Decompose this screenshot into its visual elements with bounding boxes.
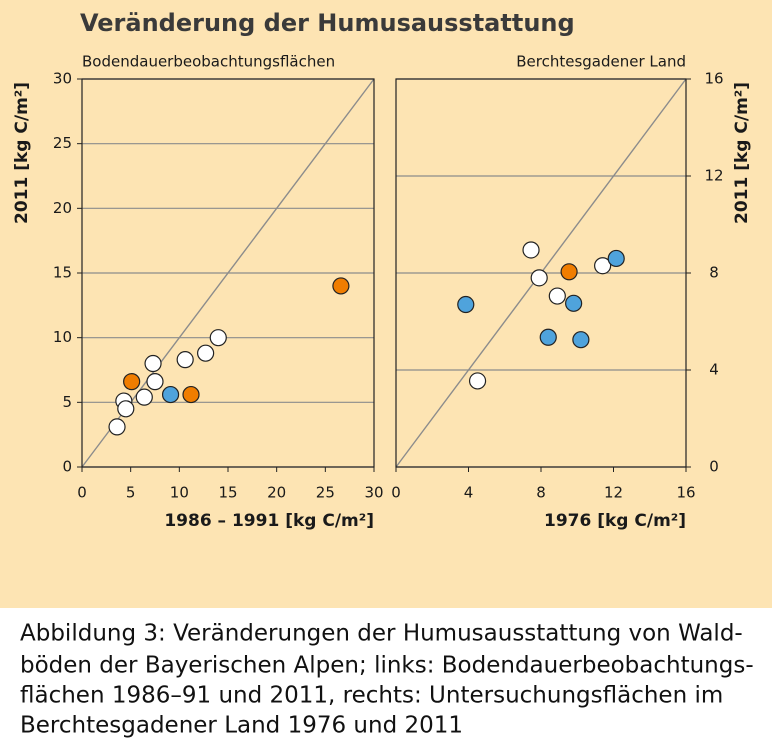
figure-title: Veränderung der Humusausstattung	[80, 9, 575, 37]
x-tick-label: 0	[77, 484, 87, 502]
x-tick-label: 5	[126, 484, 136, 502]
y-axis-label: 2011 [kg C/m²]	[732, 82, 752, 224]
x-tick-label: 25	[316, 484, 335, 502]
y-tick-label: 0	[62, 458, 72, 476]
x-tick-label: 30	[364, 484, 383, 502]
data-point	[209, 329, 227, 347]
y-tick-label: 12	[704, 167, 723, 185]
y-tick-label: 30	[53, 70, 72, 88]
y-tick-label: 25	[53, 134, 72, 152]
caption-line: Abbildung 3: Veränderungen der Humusauss…	[20, 621, 743, 647]
data-point	[123, 373, 141, 391]
data-point	[572, 331, 590, 349]
caption-line: böden der Bayerischen Alpen; links: Bode…	[20, 653, 754, 679]
x-axis-label: 1976 [kg C/m²]	[544, 511, 686, 531]
x-tick-label: 12	[604, 484, 623, 502]
data-point	[560, 263, 578, 281]
data-point	[548, 287, 566, 305]
data-point	[468, 372, 487, 390]
data-point	[108, 418, 126, 436]
x-tick-label: 20	[267, 484, 286, 502]
y-tick-label: 0	[709, 458, 719, 476]
y-tick-label: 5	[62, 393, 72, 411]
y-tick-label: 10	[53, 328, 72, 346]
y-axis-label: 2011 [kg C/m²]	[12, 82, 32, 224]
data-point	[457, 295, 475, 314]
y-tick-label: 4	[709, 361, 719, 379]
data-point	[565, 294, 583, 312]
x-axis-label: 1986 – 1991 [kg C/m²]	[164, 511, 374, 531]
data-point	[594, 257, 612, 275]
data-point	[539, 328, 557, 346]
x-tick-label: 15	[218, 484, 237, 502]
data-point	[607, 249, 625, 268]
data-point	[161, 385, 180, 404]
x-tick-label: 10	[170, 484, 189, 502]
x-tick-label: 8	[536, 484, 546, 502]
data-point	[117, 400, 135, 418]
data-point	[332, 277, 350, 295]
x-tick-label: 0	[391, 484, 401, 502]
y-tick-label: 20	[53, 199, 72, 217]
y-tick-label: 16	[704, 70, 723, 88]
data-point	[176, 351, 194, 369]
plot-title: Bodendauerbeobachtungsflächen	[82, 53, 335, 71]
plot-title: Berchtesgadener Land	[516, 53, 686, 71]
data-point	[182, 385, 200, 404]
y-tick-label: 8	[709, 264, 719, 282]
data-point	[522, 241, 540, 259]
caption-line: Berchtesgadener Land 1976 und 2011	[20, 713, 463, 739]
data-point	[530, 269, 548, 287]
plot-frame	[395, 78, 687, 468]
panel-background	[0, 0, 772, 608]
data-point	[146, 373, 164, 391]
x-tick-label: 16	[676, 484, 695, 502]
plot-frame	[81, 78, 375, 468]
x-tick-label: 4	[464, 484, 474, 502]
data-point	[144, 354, 162, 373]
data-point	[135, 388, 153, 406]
data-point	[197, 344, 215, 362]
y-tick-label: 15	[53, 264, 72, 282]
caption-line: flächen 1986–91 und 2011, rechts: Unters…	[20, 683, 723, 709]
